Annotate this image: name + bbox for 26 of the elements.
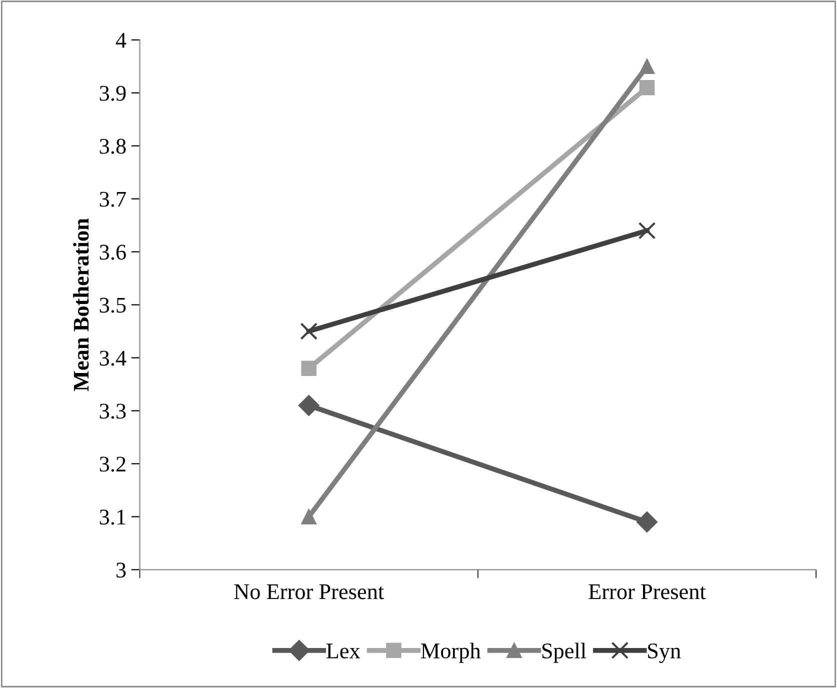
point <box>636 511 658 532</box>
legend-label: Spell <box>542 642 586 663</box>
point <box>298 394 320 416</box>
legend-label: Morph <box>421 642 481 663</box>
y-tick-label: 3.9 <box>100 86 126 101</box>
y-tick-label: 3.1 <box>100 510 126 525</box>
y-tick-label: 3.6 <box>100 244 126 260</box>
y-tick-label: 3.3 <box>100 404 126 419</box>
x-tick-label: Error Present <box>588 584 706 600</box>
point <box>639 80 655 96</box>
y-tick-label: 3.8 <box>100 138 126 154</box>
y-tick-label: 3.7 <box>100 192 126 207</box>
legend-label: Lex <box>326 644 360 658</box>
point <box>300 322 318 340</box>
y-tick-label: 4 <box>116 32 126 48</box>
point <box>301 360 316 376</box>
x-tick-label: No Error Present <box>234 584 384 600</box>
y-axis-title: Mean Botheration <box>73 218 89 392</box>
y-tick-label: 3.5 <box>100 298 126 313</box>
point <box>639 58 655 74</box>
y-tick-label: 3 <box>116 562 126 578</box>
point <box>301 509 316 524</box>
point <box>638 222 656 240</box>
y-tick-label: 3.2 <box>100 456 126 472</box>
legend-label: Syn <box>648 643 681 663</box>
y-tick-label: 3.4 <box>100 350 126 366</box>
